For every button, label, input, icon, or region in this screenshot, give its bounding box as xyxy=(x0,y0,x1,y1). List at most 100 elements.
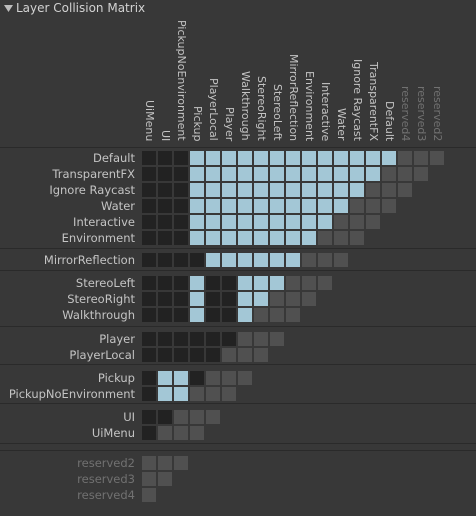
collision-toggle[interactable] xyxy=(190,332,204,346)
collision-toggle[interactable] xyxy=(254,199,268,213)
collision-toggle[interactable] xyxy=(382,167,396,181)
collision-toggle[interactable] xyxy=(254,183,268,197)
collision-toggle[interactable] xyxy=(270,276,284,290)
collision-toggle[interactable] xyxy=(270,167,284,181)
collision-toggle[interactable] xyxy=(254,167,268,181)
collision-toggle[interactable] xyxy=(254,308,268,322)
collision-toggle[interactable] xyxy=(174,199,188,213)
collision-toggle[interactable] xyxy=(286,215,300,229)
collision-toggle[interactable] xyxy=(302,215,316,229)
collision-toggle[interactable] xyxy=(158,292,172,306)
collision-toggle[interactable] xyxy=(142,410,156,424)
collision-toggle[interactable] xyxy=(222,215,236,229)
collision-toggle[interactable] xyxy=(142,456,156,470)
collision-toggle[interactable] xyxy=(222,308,236,322)
collision-toggle[interactable] xyxy=(190,308,204,322)
collision-toggle[interactable] xyxy=(398,151,412,165)
collision-toggle[interactable] xyxy=(158,348,172,362)
collision-toggle[interactable] xyxy=(318,183,332,197)
collision-toggle[interactable] xyxy=(190,215,204,229)
collision-toggle[interactable] xyxy=(254,292,268,306)
collision-toggle[interactable] xyxy=(318,231,332,245)
collision-toggle[interactable] xyxy=(270,292,284,306)
collision-toggle[interactable] xyxy=(270,199,284,213)
collision-toggle[interactable] xyxy=(318,253,332,267)
collision-toggle[interactable] xyxy=(270,253,284,267)
collision-toggle[interactable] xyxy=(398,167,412,181)
collision-toggle[interactable] xyxy=(158,332,172,346)
collision-toggle[interactable] xyxy=(190,426,204,440)
collision-toggle[interactable] xyxy=(174,231,188,245)
collision-toggle[interactable] xyxy=(286,231,300,245)
collision-toggle[interactable] xyxy=(142,151,156,165)
collision-toggle[interactable] xyxy=(270,183,284,197)
collision-toggle[interactable] xyxy=(302,183,316,197)
collision-toggle[interactable] xyxy=(206,231,220,245)
collision-toggle[interactable] xyxy=(206,167,220,181)
collision-toggle[interactable] xyxy=(222,292,236,306)
collision-toggle[interactable] xyxy=(222,199,236,213)
collision-toggle[interactable] xyxy=(174,426,188,440)
collision-toggle[interactable] xyxy=(222,253,236,267)
collision-toggle[interactable] xyxy=(254,151,268,165)
collision-toggle[interactable] xyxy=(158,308,172,322)
collision-toggle[interactable] xyxy=(254,231,268,245)
collision-toggle[interactable] xyxy=(286,292,300,306)
collision-toggle[interactable] xyxy=(158,199,172,213)
collision-toggle[interactable] xyxy=(350,151,364,165)
collision-toggle[interactable] xyxy=(238,167,252,181)
collision-toggle[interactable] xyxy=(222,167,236,181)
collision-toggle[interactable] xyxy=(142,183,156,197)
collision-toggle[interactable] xyxy=(382,151,396,165)
collision-toggle[interactable] xyxy=(238,308,252,322)
collision-toggle[interactable] xyxy=(142,472,156,486)
collision-toggle[interactable] xyxy=(174,456,188,470)
collision-toggle[interactable] xyxy=(286,199,300,213)
collision-toggle[interactable] xyxy=(142,387,156,401)
collision-toggle[interactable] xyxy=(398,183,412,197)
collision-toggle[interactable] xyxy=(206,387,220,401)
collision-toggle[interactable] xyxy=(302,276,316,290)
collision-toggle[interactable] xyxy=(414,151,428,165)
collision-toggle[interactable] xyxy=(174,215,188,229)
collision-toggle[interactable] xyxy=(238,292,252,306)
collision-toggle[interactable] xyxy=(142,332,156,346)
collision-toggle[interactable] xyxy=(334,253,348,267)
collision-toggle[interactable] xyxy=(174,410,188,424)
collision-toggle[interactable] xyxy=(366,151,380,165)
collision-toggle[interactable] xyxy=(334,231,348,245)
collision-toggle[interactable] xyxy=(174,183,188,197)
collision-toggle[interactable] xyxy=(174,387,188,401)
collision-toggle[interactable] xyxy=(142,167,156,181)
collision-toggle[interactable] xyxy=(350,199,364,213)
collision-toggle[interactable] xyxy=(334,151,348,165)
collision-toggle[interactable] xyxy=(174,151,188,165)
collision-toggle[interactable] xyxy=(254,253,268,267)
collision-toggle[interactable] xyxy=(190,253,204,267)
collision-toggle[interactable] xyxy=(302,231,316,245)
collision-toggle[interactable] xyxy=(206,199,220,213)
collision-toggle[interactable] xyxy=(238,151,252,165)
section-header[interactable]: Layer Collision Matrix xyxy=(0,0,476,18)
collision-toggle[interactable] xyxy=(158,456,172,470)
collision-toggle[interactable] xyxy=(174,292,188,306)
collision-toggle[interactable] xyxy=(366,215,380,229)
collision-toggle[interactable] xyxy=(286,253,300,267)
collision-toggle[interactable] xyxy=(142,308,156,322)
collision-toggle[interactable] xyxy=(190,183,204,197)
collision-toggle[interactable] xyxy=(254,348,268,362)
collision-toggle[interactable] xyxy=(206,183,220,197)
collision-toggle[interactable] xyxy=(206,215,220,229)
collision-toggle[interactable] xyxy=(238,215,252,229)
collision-toggle[interactable] xyxy=(142,426,156,440)
collision-toggle[interactable] xyxy=(270,332,284,346)
collision-toggle[interactable] xyxy=(206,371,220,385)
collision-toggle[interactable] xyxy=(158,387,172,401)
collision-toggle[interactable] xyxy=(334,199,348,213)
collision-toggle[interactable] xyxy=(206,151,220,165)
collision-toggle[interactable] xyxy=(206,348,220,362)
collision-toggle[interactable] xyxy=(142,231,156,245)
collision-toggle[interactable] xyxy=(222,276,236,290)
collision-toggle[interactable] xyxy=(238,183,252,197)
collision-toggle[interactable] xyxy=(222,183,236,197)
